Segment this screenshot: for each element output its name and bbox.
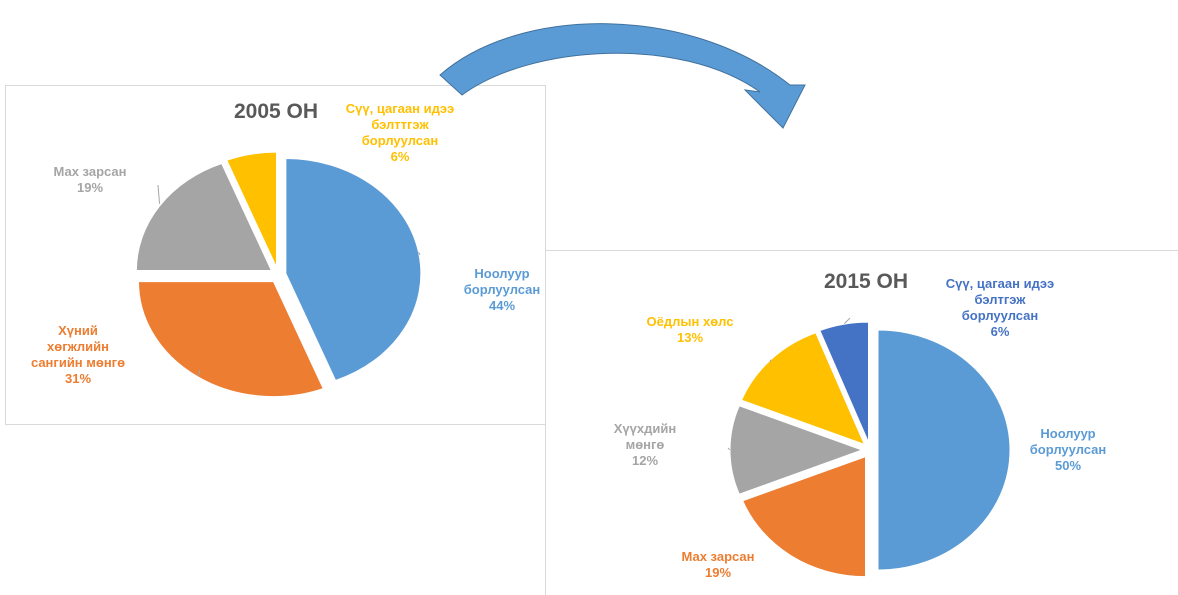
leader-line — [769, 359, 772, 363]
label-value: 31% — [64, 371, 92, 386]
pie-slice — [135, 162, 273, 272]
data-label: Ноолуур борлуулсан 50% — [1018, 426, 1118, 474]
label-name: Ноолуур борлуулсан — [1029, 426, 1107, 457]
data-label: Ноолуур борлуулсан 44% — [447, 266, 557, 314]
data-label: Оёдлын хөлс 13% — [620, 314, 760, 346]
pie-slice — [877, 329, 1011, 571]
pie-slice — [740, 332, 866, 446]
label-name: Мах зарсан — [53, 164, 127, 179]
label-name: Ноолуур борлуулсан — [463, 266, 541, 297]
label-name: Мах зарсан — [681, 549, 755, 564]
leader-line — [197, 369, 201, 377]
pie-slice — [729, 405, 864, 495]
pie-slice — [138, 281, 324, 398]
chart-title: 2015 ОН — [823, 270, 909, 293]
leader-line — [727, 447, 731, 451]
label-name: Хүүхдийн мөнгө — [613, 421, 677, 452]
label-name: Сүү, цагаан идээ бэлттгэж борлуулсан — [345, 101, 455, 148]
chart-title: 2005 ОН — [233, 100, 319, 123]
pie-slice — [226, 151, 278, 268]
label-value: 19% — [76, 180, 104, 195]
leader-line — [418, 252, 421, 256]
leader-line — [844, 317, 851, 324]
label-value: 6% — [390, 149, 410, 164]
data-label: Сүү, цагаан идээ бэлтгэж борлуулсан 6% — [935, 276, 1065, 340]
label-name: Оёдлын хөлс — [646, 314, 734, 329]
arrow — [439, 23, 806, 129]
data-label: Мах зарсан 19% — [30, 164, 150, 196]
pie-slice — [285, 158, 422, 382]
data-label: Сүү, цагаан идээ бэлттгэж борлуулсан 6% — [345, 101, 455, 165]
data-label: Хүүхдийн мөнгө 12% — [595, 421, 695, 469]
label-name: Хүний хөгжлийн сангийн мөнгө — [30, 323, 126, 370]
label-name: Сүү, цагаан идээ бэлтгэж борлуулсан — [945, 276, 1055, 323]
label-value: 44% — [488, 298, 516, 313]
pie-slice — [742, 455, 867, 578]
label-value: 50% — [1054, 458, 1082, 473]
data-label: Хүний хөгжлийн сангийн мөнгө 31% — [28, 323, 128, 387]
label-value: 6% — [990, 324, 1010, 339]
label-value: 19% — [704, 565, 732, 580]
pie-slice — [819, 321, 870, 443]
label-value: 13% — [676, 330, 704, 345]
label-value: 12% — [631, 453, 659, 468]
leader-line — [157, 184, 161, 204]
data-label: Мах зарсан 19% — [668, 549, 768, 581]
